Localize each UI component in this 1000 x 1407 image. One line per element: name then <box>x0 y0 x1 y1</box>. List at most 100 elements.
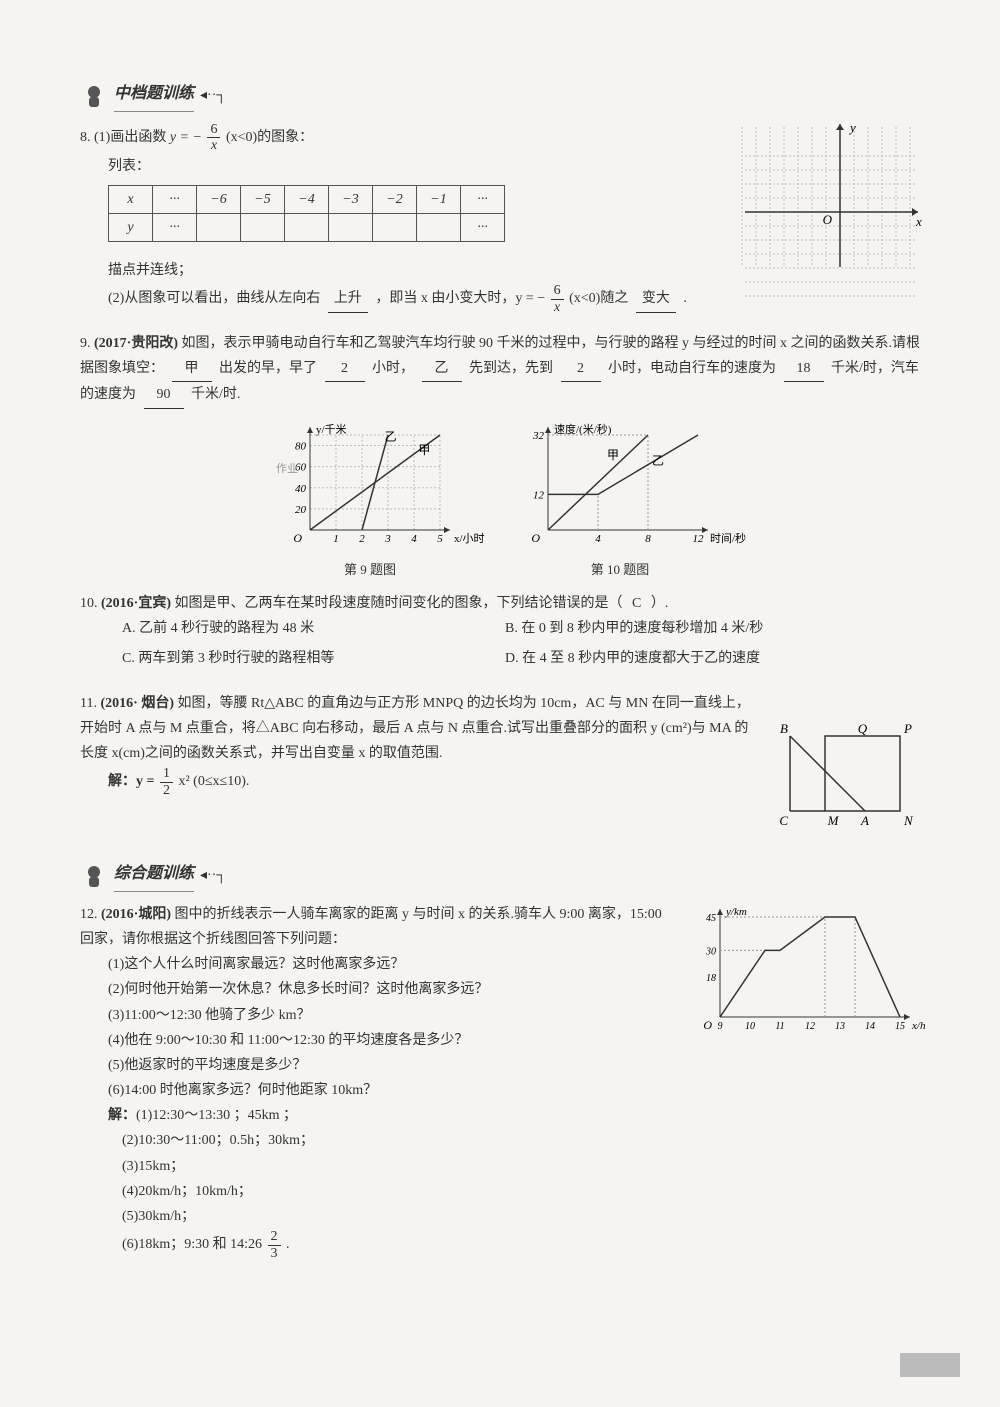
section-arrow-icon: ◂··┐ <box>200 863 226 888</box>
svg-text:10: 10 <box>745 1021 755 1032</box>
problem-number: 9. <box>80 336 91 351</box>
svg-text:8: 8 <box>645 533 651 545</box>
problem-tag: (2016·宜宾) <box>101 596 171 611</box>
svg-text:N: N <box>903 813 914 828</box>
svg-text:15: 15 <box>895 1021 905 1032</box>
svg-text:y: y <box>848 120 856 135</box>
svg-text:x/小时: x/小时 <box>454 532 485 545</box>
svg-text:O: O <box>531 531 540 545</box>
blank-answer: 乙 <box>422 356 462 382</box>
choice-c: C. 两车到第 3 秒时行驶的路程相等 <box>122 646 505 671</box>
figures-row: 1234520406080Ox/小时y/千米乙甲作业 第 9 题图 481212… <box>80 425 920 582</box>
blank-answer: 2 <box>325 356 365 382</box>
svg-text:O: O <box>703 1018 712 1032</box>
figure-9: 1234520406080Ox/小时y/千米乙甲作业 第 9 题图 <box>280 425 460 582</box>
blank-answer: 18 <box>784 356 824 382</box>
svg-text:9: 9 <box>718 1021 723 1032</box>
fraction: 23 <box>268 1229 281 1261</box>
svg-text:12: 12 <box>805 1021 815 1032</box>
p12-a2: (2)10:30～11:00；0.5h；30km； <box>80 1128 920 1153</box>
problem-tag: (2017·贵阳改) <box>94 336 178 351</box>
fraction: 6x <box>207 122 220 154</box>
problem-11: BQPCMAN 11. (2016· 烟台) 如图，等腰 Rt△ABC 的直角边… <box>80 691 920 840</box>
page-corner-decoration <box>900 1353 960 1377</box>
blank-answer: 90 <box>144 382 184 408</box>
p12-q5: (5)他返家时的平均速度是多少？ <box>80 1053 920 1078</box>
svg-text:P: P <box>903 721 912 736</box>
svg-text:14: 14 <box>865 1021 875 1032</box>
section-header-mid: 中档题训练 ◂··┐ <box>80 80 920 112</box>
svg-text:x: x <box>915 214 922 229</box>
problem-tag: (2016· 烟台) <box>100 696 174 711</box>
p8-part1-text: (1)画出函数 y = − 6x (x<0)的图象： <box>94 130 313 145</box>
p12-answers: 解：(1)12:30～13:30 ；45km ； <box>80 1103 920 1128</box>
problem-9: 9. (2017·贵阳改) 如图，表示甲骑电动自行车和乙驾驶汽车均行驶 90 千… <box>80 331 920 409</box>
p12-a4: (4)20km/h；10km/h； <box>80 1179 920 1204</box>
svg-text:B: B <box>780 721 788 736</box>
p12-a3: (3)15km； <box>80 1154 920 1179</box>
svg-text:C: C <box>779 813 788 828</box>
cartoon-icon <box>80 862 108 890</box>
problem-tag: (2016·城阳) <box>101 907 171 922</box>
p12-chart: 9101112131415183045Ox/hy/km <box>690 902 920 1041</box>
svg-text:O: O <box>293 531 302 545</box>
problem-10: 10. (2016·宜宾) 如图是甲、乙两车在某时段速度随时间变化的图象，下列结… <box>80 591 920 675</box>
blank-answer: 甲 <box>172 356 212 382</box>
figure-caption: 第 9 题图 <box>280 558 460 581</box>
p8-coordinate-grid: Ox y <box>740 122 920 281</box>
p12-q6: (6)14:00 时他离家多远？何时他距家 10km？ <box>80 1078 920 1103</box>
section-header-comprehensive: 综合题训练 ◂··┐ <box>80 860 920 892</box>
svg-text:4: 4 <box>411 533 417 545</box>
svg-text:甲: 甲 <box>418 443 430 457</box>
choice-a: A. 乙前 4 秒行驶的路程为 48 米 <box>122 616 505 641</box>
svg-text:4: 4 <box>595 533 601 545</box>
svg-text:y/km: y/km <box>725 906 747 918</box>
svg-text:乙: 乙 <box>652 453 664 467</box>
p12-a6: (6)18km；9:30 和 14:26 23 . <box>80 1229 920 1261</box>
section-title: 综合题训练 <box>114 860 194 892</box>
svg-text:甲: 甲 <box>607 447 619 461</box>
svg-text:45: 45 <box>706 913 716 924</box>
svg-text:20: 20 <box>295 504 307 516</box>
figure-10: 48121232O时间/秒速度/(米/秒)甲乙 第 10 题图 <box>520 425 720 582</box>
svg-text:40: 40 <box>295 482 307 494</box>
p8-part2: (2)从图象可以看出，曲线从左向右 上升 ，即当 x 由小变大时，y = − 6… <box>80 283 920 315</box>
svg-text:2: 2 <box>359 533 365 545</box>
svg-text:30: 30 <box>705 946 716 957</box>
p8-data-table: x···−6−5−4−3−2−1··· y······ <box>108 185 505 242</box>
svg-text:80: 80 <box>295 440 307 452</box>
svg-text:时间/秒: 时间/秒 <box>710 531 746 545</box>
choice-b: B. 在 0 到 8 秒内甲的速度每秒增加 4 米/秒 <box>505 616 888 641</box>
svg-text:3: 3 <box>384 533 391 545</box>
problem-number: 11. <box>80 696 97 711</box>
choices: A. 乙前 4 秒行驶的路程为 48 米 B. 在 0 到 8 秒内甲的速度每秒… <box>80 616 920 674</box>
mc-answer: C <box>626 596 647 611</box>
blank-answer: 2 <box>561 356 601 382</box>
problem-number: 10. <box>80 596 98 611</box>
svg-text:5: 5 <box>437 533 443 545</box>
svg-text:32: 32 <box>532 430 545 442</box>
svg-text:12: 12 <box>533 489 545 501</box>
svg-text:O: O <box>823 212 833 227</box>
choice-d: D. 在 4 至 8 秒内甲的速度都大于乙的速度 <box>505 646 888 671</box>
p12-a5: (5)30km/h； <box>80 1204 920 1229</box>
svg-text:y/千米: y/千米 <box>316 423 347 436</box>
blank-answer: 上升 <box>328 286 368 312</box>
section-title: 中档题训练 <box>114 80 194 112</box>
fraction: 6x <box>551 283 564 315</box>
fraction: 12 <box>160 766 173 798</box>
svg-text:速度/(米/秒): 速度/(米/秒) <box>554 422 612 436</box>
svg-text:M: M <box>827 813 840 828</box>
problem-number: 12. <box>80 907 98 922</box>
svg-text:11: 11 <box>775 1021 784 1032</box>
problem-8: Oxy 8. (1)画出函数 y = − 6x (x<0)的图象： 列表： x·… <box>80 122 920 315</box>
problem-number: 8. <box>80 130 91 145</box>
svg-text:A: A <box>860 813 869 828</box>
section-arrow-icon: ◂··┐ <box>200 83 226 108</box>
svg-text:作业: 作业 <box>276 462 298 475</box>
blank-answer: 变大 <box>636 286 676 312</box>
figure-caption: 第 10 题图 <box>520 558 720 581</box>
svg-text:18: 18 <box>706 973 716 984</box>
svg-text:Q: Q <box>858 721 868 736</box>
svg-text:13: 13 <box>835 1021 845 1032</box>
